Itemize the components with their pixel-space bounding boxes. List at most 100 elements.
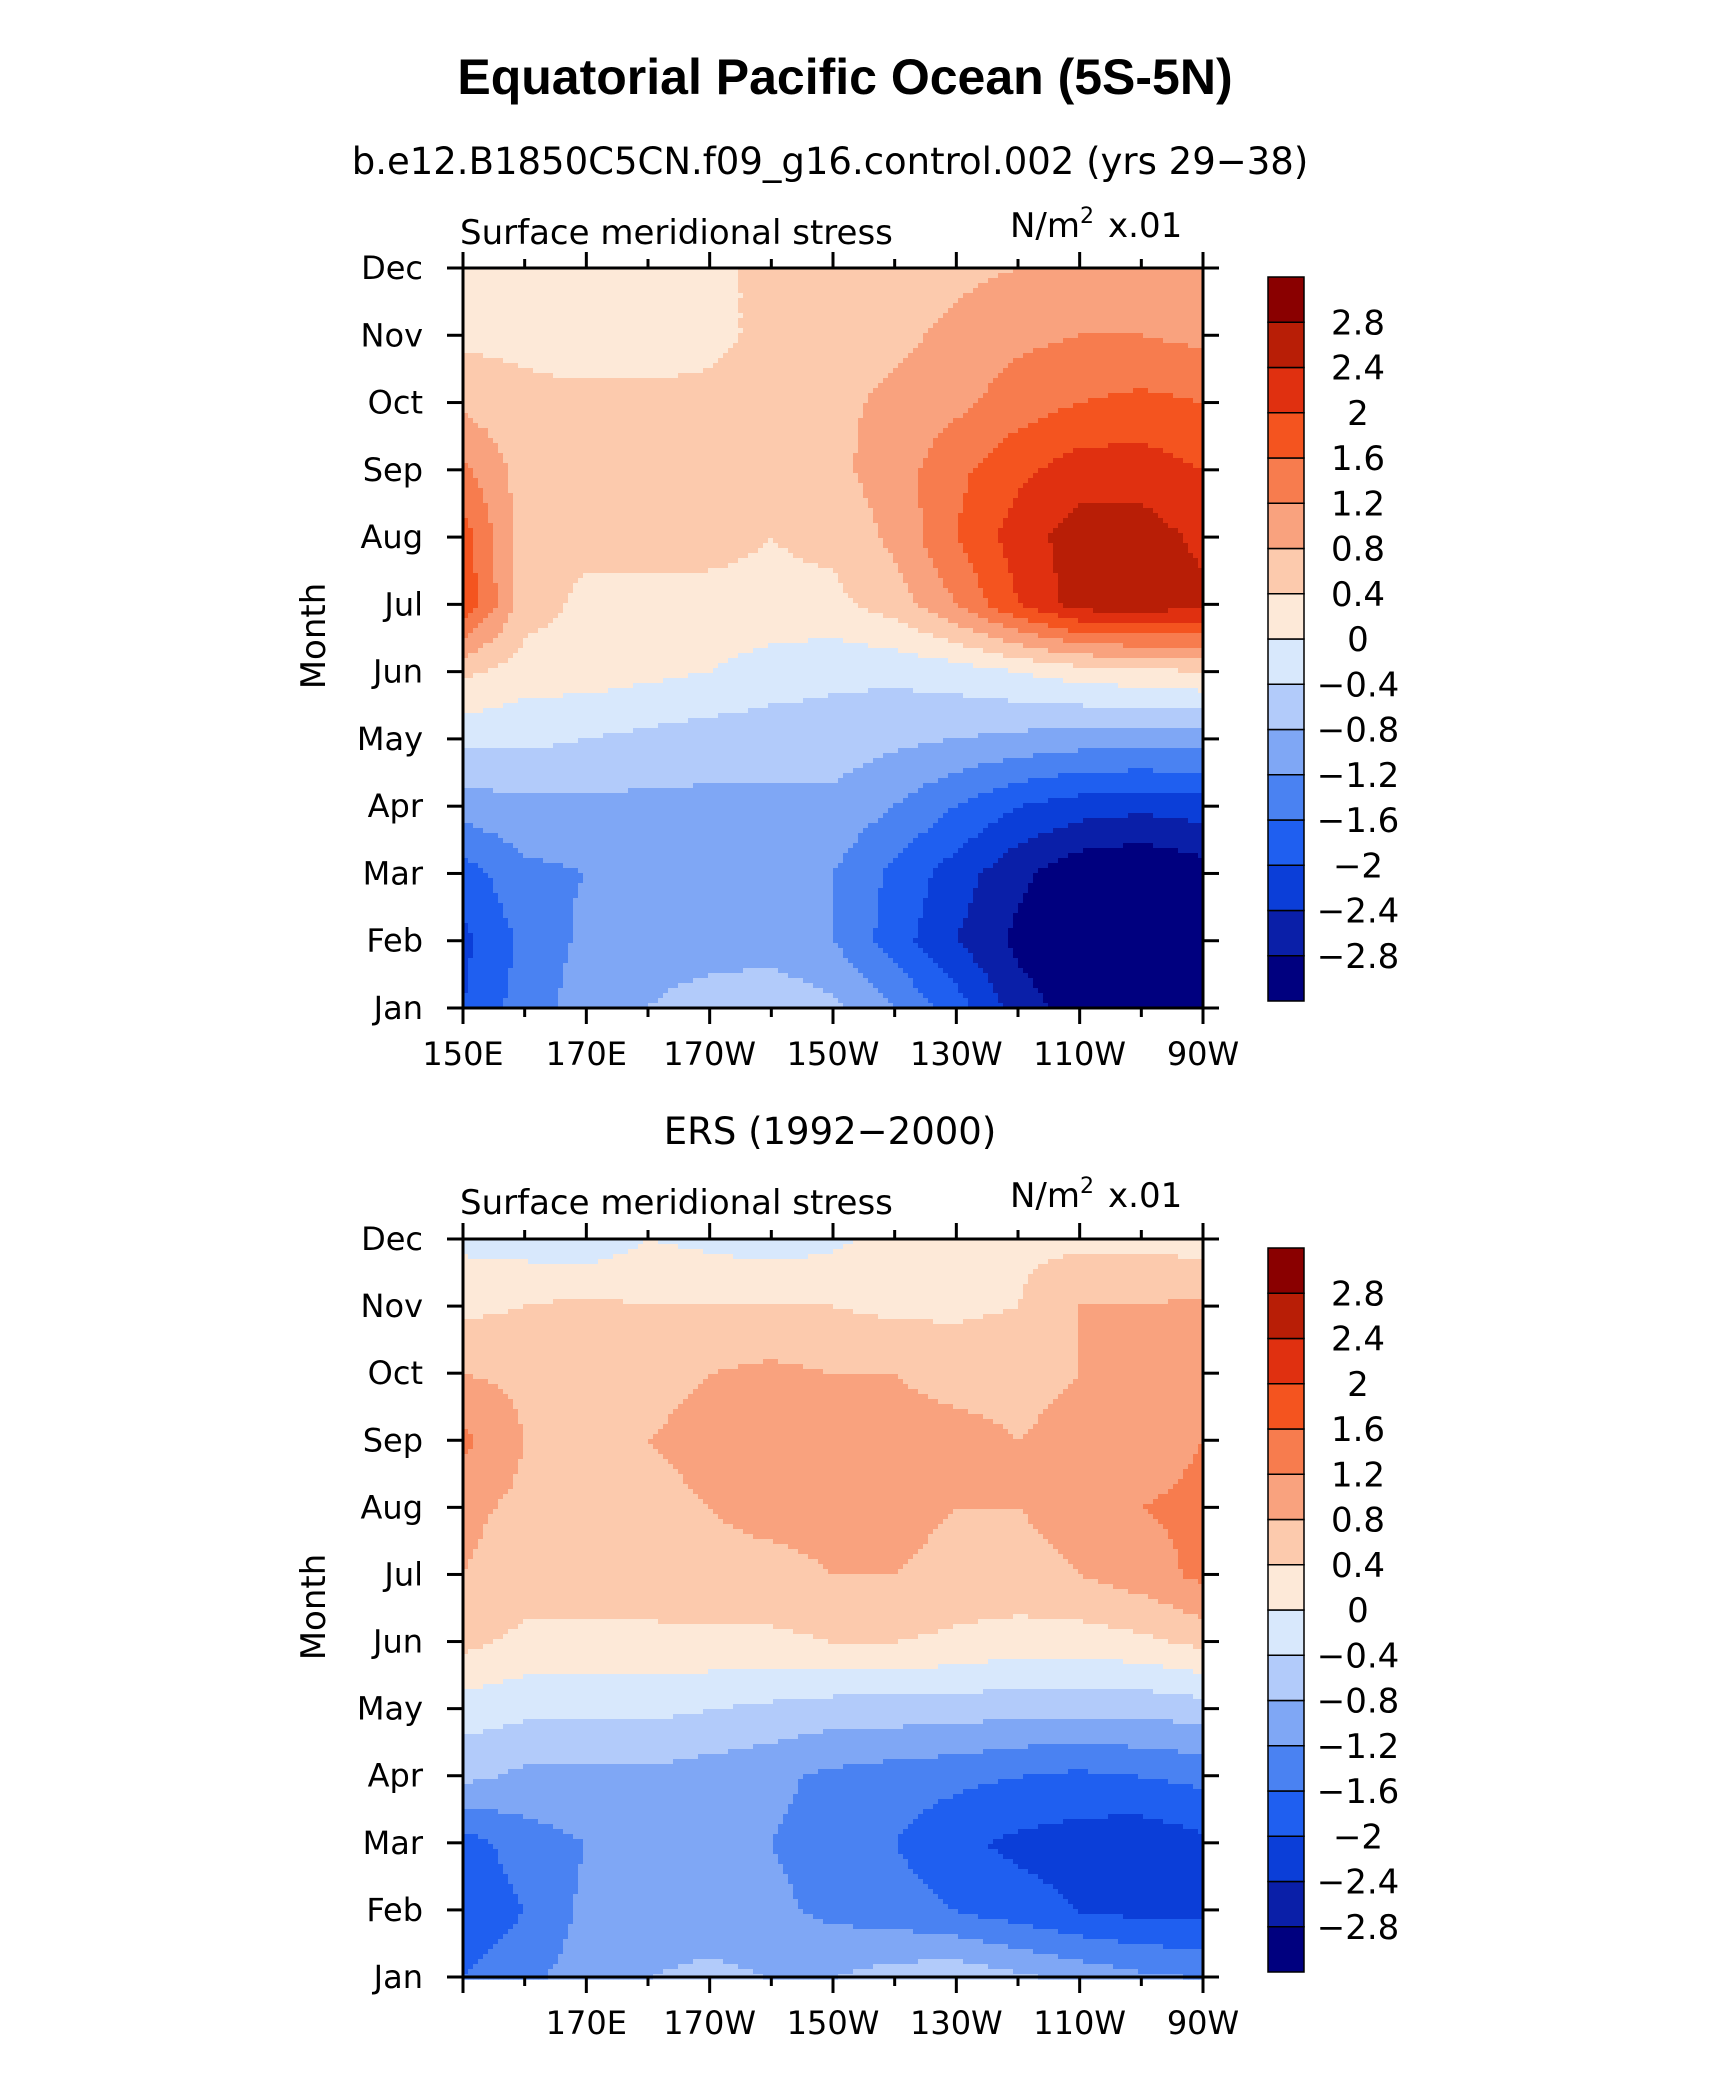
field-cell bbox=[553, 303, 559, 309]
field-cell bbox=[1088, 308, 1094, 314]
field-cell bbox=[973, 343, 979, 349]
field-cell bbox=[588, 268, 594, 274]
field-cell bbox=[903, 373, 909, 379]
field-cell bbox=[628, 273, 634, 279]
field-cell bbox=[593, 388, 599, 394]
field-cell bbox=[733, 353, 739, 359]
field-cell bbox=[933, 408, 939, 414]
field-cell bbox=[953, 268, 959, 274]
field-cell bbox=[1038, 373, 1044, 379]
field-cell bbox=[658, 308, 664, 314]
field-cell bbox=[573, 338, 579, 344]
field-cell bbox=[848, 363, 854, 369]
field-cell bbox=[798, 318, 804, 324]
field-cell bbox=[868, 413, 874, 419]
field-cell bbox=[673, 308, 679, 314]
field-cell bbox=[628, 283, 634, 289]
field-cell bbox=[613, 413, 619, 419]
field-cell bbox=[798, 368, 804, 374]
field-cell bbox=[523, 273, 529, 279]
field-cell bbox=[483, 368, 489, 374]
field-cell bbox=[828, 403, 834, 409]
field-cell bbox=[548, 433, 554, 439]
field-cell bbox=[1003, 303, 1009, 309]
field-cell bbox=[1013, 328, 1019, 334]
field-cell bbox=[623, 388, 629, 394]
field-cell bbox=[493, 308, 499, 314]
field-cell bbox=[1138, 398, 1144, 404]
field-cell bbox=[1048, 378, 1054, 384]
field-cell bbox=[823, 398, 829, 404]
field-cell bbox=[1178, 393, 1184, 399]
field-cell bbox=[688, 383, 694, 389]
field-cell bbox=[1048, 353, 1054, 359]
field-cell bbox=[893, 388, 899, 394]
field-cell bbox=[1103, 358, 1109, 364]
field-cell bbox=[1118, 328, 1124, 334]
field-cell bbox=[558, 333, 564, 339]
field-cell bbox=[1153, 408, 1159, 414]
field-cell bbox=[1133, 273, 1139, 279]
field-cell bbox=[608, 428, 614, 434]
field-cell bbox=[833, 413, 839, 419]
field-cell bbox=[888, 413, 894, 419]
field-cell bbox=[1093, 273, 1099, 279]
field-cell bbox=[1033, 388, 1039, 394]
field-cell bbox=[693, 323, 699, 329]
field-cell bbox=[753, 393, 759, 399]
field-cell bbox=[1058, 428, 1064, 434]
field-cell bbox=[813, 408, 819, 414]
field-cell bbox=[523, 368, 529, 374]
field-cell bbox=[608, 288, 614, 294]
field-cell bbox=[1033, 328, 1039, 334]
field-cell bbox=[628, 388, 634, 394]
field-cell bbox=[508, 318, 514, 324]
field-cell bbox=[468, 278, 474, 284]
field-cell bbox=[768, 368, 774, 374]
field-cell bbox=[1133, 288, 1139, 294]
field-cell bbox=[1053, 423, 1059, 429]
field-cell bbox=[888, 273, 894, 279]
field-cell bbox=[698, 273, 704, 279]
field-cell bbox=[1113, 393, 1119, 399]
field-cell bbox=[548, 293, 554, 299]
field-cell bbox=[833, 408, 839, 414]
field-cell bbox=[618, 348, 624, 354]
field-cell bbox=[1193, 293, 1199, 299]
field-cell bbox=[613, 358, 619, 364]
field-cell bbox=[923, 318, 929, 324]
field-cell bbox=[1178, 373, 1184, 379]
field-cell bbox=[888, 268, 894, 274]
field-cell bbox=[1008, 368, 1014, 374]
field-cell bbox=[683, 293, 689, 299]
field-cell bbox=[783, 318, 789, 324]
field-cell bbox=[583, 403, 589, 409]
field-cell bbox=[963, 278, 969, 284]
field-cell bbox=[638, 343, 644, 349]
field-cell bbox=[973, 288, 979, 294]
field-cell bbox=[728, 293, 734, 299]
field-cell bbox=[633, 328, 639, 334]
field-cell bbox=[878, 368, 884, 374]
field-cell bbox=[603, 418, 609, 424]
field-cell bbox=[748, 338, 754, 344]
field-cell bbox=[753, 403, 759, 409]
field-cell bbox=[588, 378, 594, 384]
field-cell bbox=[488, 388, 494, 394]
field-cell bbox=[813, 388, 819, 394]
field-cell bbox=[1128, 313, 1134, 319]
field-cell bbox=[568, 268, 574, 274]
field-cell bbox=[853, 418, 859, 424]
field-cell bbox=[1193, 378, 1199, 384]
field-cell bbox=[1163, 363, 1169, 369]
field-cell bbox=[948, 428, 954, 434]
field-cell bbox=[1168, 373, 1174, 379]
field-cell bbox=[528, 323, 534, 329]
field-cell bbox=[813, 413, 819, 419]
field-cell bbox=[618, 328, 624, 334]
field-cell bbox=[613, 313, 619, 319]
field-cell bbox=[728, 433, 734, 439]
field-cell bbox=[1113, 293, 1119, 299]
field-cell bbox=[1013, 273, 1019, 279]
field-cell bbox=[953, 288, 959, 294]
